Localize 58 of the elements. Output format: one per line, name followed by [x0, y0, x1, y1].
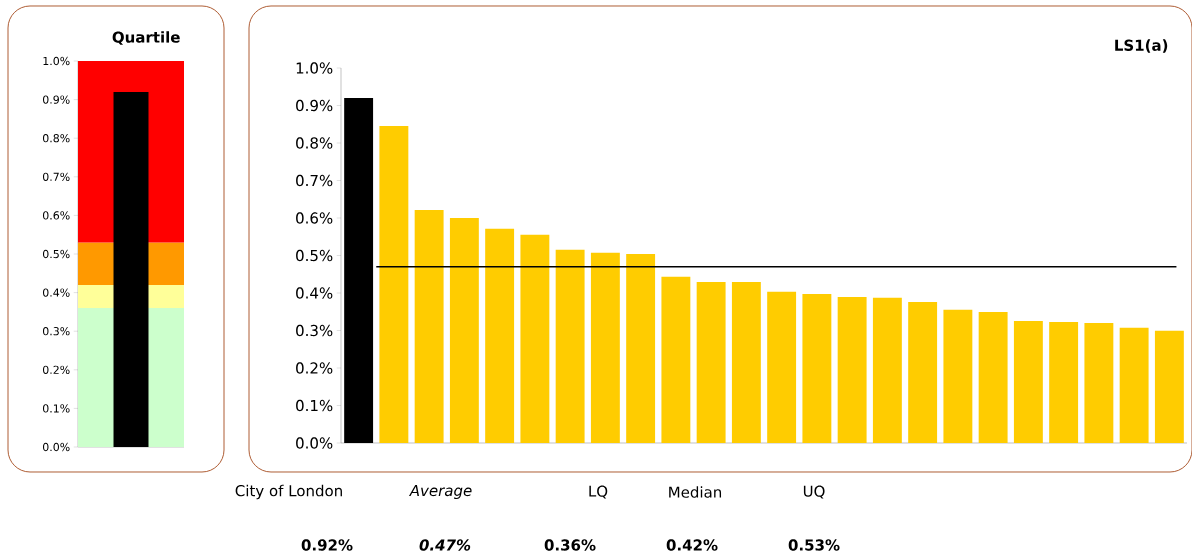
bar	[731, 282, 761, 443]
y-tick-label: 0.3%	[42, 327, 70, 336]
text: Average	[408, 484, 472, 500]
y-tick-label: 0.6%	[296, 212, 333, 224]
text: 0.47%	[419, 539, 471, 551]
bar	[696, 282, 726, 443]
bar	[943, 309, 973, 443]
bar	[802, 294, 832, 443]
y-tick-label: 0.0%	[296, 437, 333, 449]
text: City of London	[235, 484, 342, 500]
y-tick-label: 0.0%	[42, 442, 70, 452]
y-tick-label: 0.2%	[42, 365, 70, 374]
bar	[344, 98, 374, 443]
bar	[872, 297, 902, 443]
bar	[1119, 327, 1149, 443]
y-tick-label: 0.3%	[296, 324, 333, 337]
y-tick-label: 0.7%	[296, 174, 333, 187]
chart-title: LS1(a)	[1115, 39, 1168, 53]
bar	[978, 312, 1008, 443]
bar	[414, 210, 444, 443]
y-tick-label: 0.9%	[42, 95, 70, 104]
bar	[908, 302, 938, 443]
text: 0.36%	[544, 539, 596, 551]
y-tick-label: 0.4%	[296, 287, 333, 299]
text: 0.92%	[301, 539, 353, 551]
text: LQ	[589, 485, 608, 499]
text: Median	[669, 486, 722, 498]
bar	[520, 234, 550, 443]
y-tick-label: 1.0%	[43, 56, 70, 66]
y-tick-label: 0.7%	[42, 172, 70, 181]
bar	[485, 228, 515, 443]
bar	[449, 218, 479, 443]
y-tick-label: 0.4%	[42, 288, 70, 297]
bar	[1154, 330, 1184, 443]
y-tick-label: 0.9%	[296, 99, 333, 112]
bar	[1013, 321, 1043, 443]
y-tick-label: 1.0%	[296, 62, 333, 74]
bar	[661, 276, 691, 443]
text: 0.42%	[666, 539, 718, 551]
y-tick-label: 0.1%	[296, 399, 333, 412]
bar	[379, 126, 409, 443]
text: UQ	[803, 485, 825, 499]
y-tick-label: 0.5%	[296, 249, 333, 262]
y-tick-label: 0.1%	[42, 404, 70, 413]
bar	[1084, 323, 1114, 443]
y-tick-label: 0.8%	[42, 134, 70, 143]
bar	[1049, 321, 1079, 443]
bar	[626, 254, 656, 443]
bar	[555, 249, 585, 443]
y-tick-label: 0.8%	[296, 137, 333, 149]
bar	[837, 297, 867, 443]
chart-title: Quartile	[112, 31, 180, 45]
bar	[590, 252, 620, 443]
y-tick-label: 0.2%	[296, 362, 333, 374]
text: 0.53%	[788, 539, 840, 551]
y-tick-label: 0.6%	[42, 211, 70, 220]
y-tick-label: 0.5%	[42, 249, 70, 259]
bar	[767, 291, 797, 443]
